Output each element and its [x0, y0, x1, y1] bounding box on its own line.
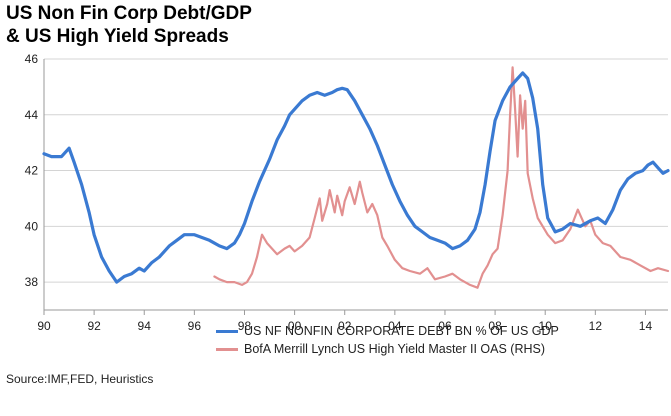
x-tick-label: 96 — [188, 319, 202, 333]
chart-title-line-1: US Non Fin Corp Debt/GDP — [6, 3, 252, 24]
legend-item-debt: US NF NONFIN CORPORATE DEBT BN % OF US G… — [216, 322, 559, 340]
legend: US NF NONFIN CORPORATE DEBT BN % OF US G… — [216, 322, 559, 358]
source-note: Source:IMF,FED, Heuristics — [6, 372, 154, 386]
x-tick-label: 06 — [438, 319, 452, 333]
chart-title: US Non Fin Corp Debt/GDP & US High Yield… — [6, 2, 252, 48]
series-line-spread — [213, 66, 670, 289]
legend-label-spread: BofA Merrill Lynch US High Yield Master … — [244, 342, 546, 356]
y-tick-label: 40 — [25, 219, 39, 233]
x-tick-label: 98 — [238, 319, 252, 333]
legend-swatch-debt — [216, 329, 238, 333]
series-line-debt — [42, 71, 670, 284]
series-lines — [42, 66, 670, 289]
x-tick-label: 04 — [388, 319, 402, 333]
legend-item-spread: BofA Merrill Lynch US High Yield Master … — [216, 340, 559, 358]
x-tick-label: 02 — [338, 319, 352, 333]
legend-swatch-spread — [216, 347, 238, 351]
y-tick-label: 44 — [25, 108, 39, 122]
x-tick-label: 92 — [87, 319, 101, 333]
y-tick-label: 42 — [25, 164, 39, 178]
x-tick-label: 12 — [589, 319, 603, 333]
gridlines — [44, 58, 668, 283]
chart-title-line-2: & US High Yield Spreads — [6, 26, 229, 47]
x-tick-label: 00 — [288, 319, 302, 333]
x-tick-label: 10 — [539, 319, 553, 333]
x-tick-label: 08 — [488, 319, 502, 333]
legend-label-debt: US NF NONFIN CORPORATE DEBT BN % OF US G… — [244, 324, 559, 338]
y-tick-label: 46 — [25, 52, 39, 66]
x-tick-label: 14 — [639, 319, 653, 333]
x-tick-label: 94 — [138, 319, 152, 333]
axes: 38 40 42 44 46 90 92 94 96 98 00 02 04 06 08 10 12 14 — [25, 52, 668, 333]
x-tick-label: 90 — [37, 319, 51, 333]
y-tick-label: 38 — [25, 275, 39, 289]
